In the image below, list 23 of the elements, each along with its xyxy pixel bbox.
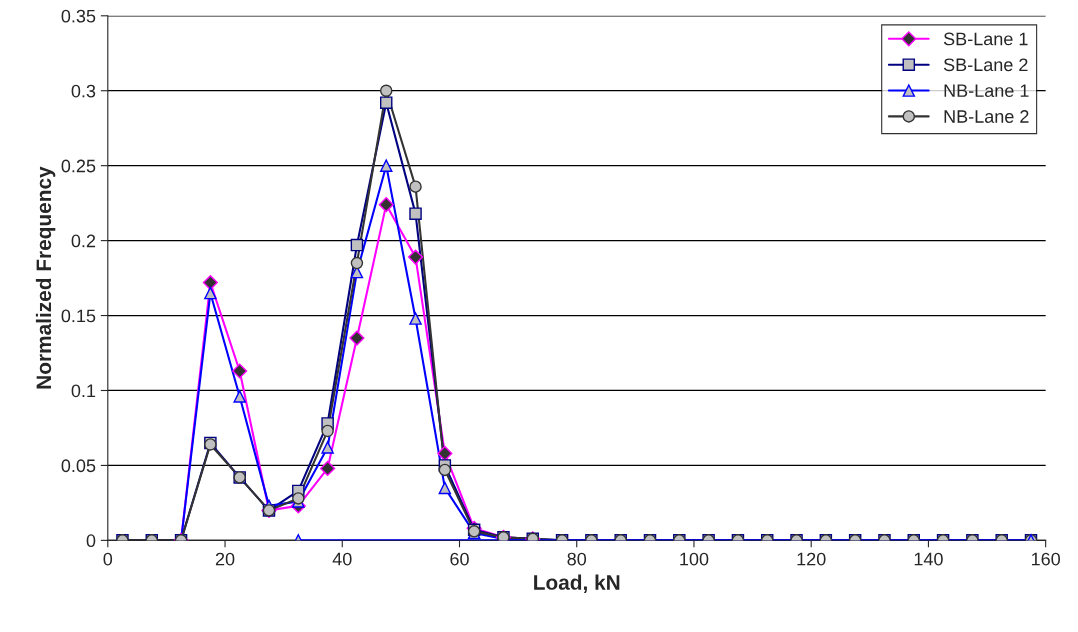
legend-label: SB-Lane 1 <box>943 32 1028 46</box>
y-tick-label: 0 <box>86 534 96 548</box>
y-tick-label: 0.2 <box>71 234 96 248</box>
y-tick-label: 0.35 <box>61 9 96 23</box>
legend-label: SB-Lane 2 <box>943 58 1028 72</box>
y-tick-label: 0.05 <box>61 459 96 473</box>
x-tick-label: 80 <box>567 552 587 566</box>
y-tick-label: 0.25 <box>61 159 96 173</box>
y-tick-label: 0.15 <box>61 309 96 323</box>
x-tick-label: 60 <box>450 552 469 566</box>
x-tick-label: 0 <box>103 552 113 566</box>
x-tick-label: 100 <box>680 552 709 566</box>
legend-label: NB-Lane 1 <box>944 84 1029 98</box>
x-axis-title: Load, kN <box>534 574 620 593</box>
y-axis-title: Normalized Frequency <box>35 166 56 389</box>
legend-label: NB-Lane 2 <box>944 110 1029 123</box>
y-tick-label: 0.3 <box>71 84 96 98</box>
x-tick-label: 20 <box>215 552 235 566</box>
y-tick-label: 0.1 <box>71 384 96 398</box>
x-tick-label: 120 <box>797 552 826 566</box>
x-tick-label: 40 <box>332 552 352 566</box>
x-tick-label: 160 <box>1031 552 1061 566</box>
x-tick-label: 140 <box>914 552 943 566</box>
